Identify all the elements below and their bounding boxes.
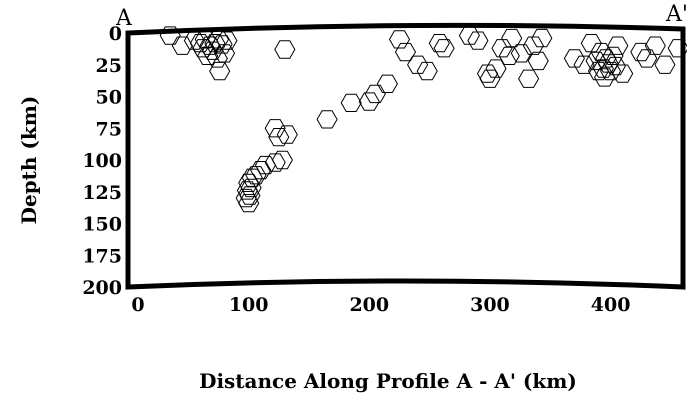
x-tick-400: 400 [591,294,631,316]
x-axis-label: Distance Along Profile A - A' (km) [199,369,577,393]
profile-start-label: A [115,6,133,31]
data-point-47 [485,59,507,78]
data-point-32 [254,155,277,175]
data-point-5 [194,30,216,49]
x-tick-100: 100 [229,294,269,316]
data-point-71 [630,42,652,62]
data-point-52 [518,69,540,88]
y-axis-label: Depth (km) [17,96,41,225]
data-point-18 [340,93,362,112]
data-point-33 [250,161,272,180]
data-point-68 [604,56,626,76]
data-point-11 [207,30,230,49]
y-tick-100: 100 [82,150,122,172]
data-point-63 [594,68,616,87]
data-point-14 [216,31,238,50]
data-point-34 [245,166,267,185]
data-point-40 [235,188,257,208]
data-point-48 [491,39,513,58]
data-point-55 [531,28,553,48]
data-point-35 [241,168,263,187]
y-tick-150: 150 [82,214,122,236]
data-point-41 [238,194,260,213]
x-tick-300: 300 [470,294,510,316]
data-point-43 [458,26,480,45]
data-point-44 [467,31,489,50]
data-point-22 [388,30,411,49]
x-tick-labels: 0 100 200 300 400 [131,294,630,316]
data-point-17 [316,110,338,129]
data-point-74 [654,55,676,74]
data-point-73 [644,36,666,55]
y-tick-75: 75 [96,118,122,140]
data-point-12 [211,35,233,54]
data-point-56 [563,49,585,68]
data-point-16 [274,40,296,59]
data-point-53 [522,36,544,55]
data-point-45 [476,64,499,83]
data-point-50 [501,28,523,48]
data-point-60 [587,61,610,81]
data-point-38 [236,181,258,200]
data-point-26 [428,34,450,53]
data-point-19 [358,92,380,111]
data-point-21 [376,74,398,93]
data-point-0 [159,26,181,45]
data-point-72 [636,49,658,68]
data-point-69 [607,36,629,55]
data-point-15 [209,61,231,81]
y-tick-50: 50 [96,87,122,109]
y-tick-0: 0 [109,23,122,45]
data-point-39 [239,186,261,205]
data-point-42 [433,39,455,58]
x-tick-200: 200 [349,294,389,316]
data-point-54 [527,51,549,71]
data-point-70 [612,64,634,83]
frame-border [125,22,686,290]
data-point-64 [595,49,617,68]
data-point-46 [479,69,501,88]
data-point-75 [667,39,687,58]
data-point-29 [276,125,298,144]
data-point-27 [264,119,286,138]
earthquake-points [159,26,687,213]
data-point-66 [600,61,622,81]
data-point-31 [264,153,286,172]
data-point-20 [364,84,386,104]
x-tick-0: 0 [131,294,144,316]
plot-frame [125,22,686,290]
data-point-25 [416,61,438,81]
data-point-28 [268,128,290,147]
data-point-51 [510,44,532,63]
data-point-1 [171,36,193,55]
y-tick-125: 125 [82,182,122,204]
y-tick-175: 175 [82,245,122,267]
data-point-13 [213,44,236,63]
y-tick-25: 25 [96,55,122,77]
data-point-24 [407,55,429,74]
profile-end-label: A' [665,2,687,27]
data-point-36 [238,173,260,192]
data-point-3 [189,34,211,53]
y-tick-labels: 0 25 50 75 100 125 150 175 200 [82,23,122,299]
y-tick-200: 200 [82,277,122,299]
data-point-37 [240,178,262,198]
